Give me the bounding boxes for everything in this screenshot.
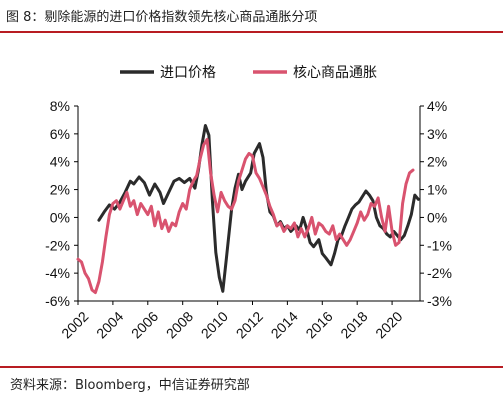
line-chart: 进口价格 核心商品通胀 -6% -4% -2% 0% 2% 4% 6% 8% -3% -2% -1% 0… bbox=[45, 64, 452, 342]
left-tick-label: 8% bbox=[50, 98, 70, 114]
right-tick-label: 2% bbox=[427, 154, 447, 170]
x-tick-label: 2010 bbox=[198, 308, 231, 341]
left-tick-label: 6% bbox=[50, 126, 70, 142]
chart-lines bbox=[76, 124, 420, 295]
left-tick-label: 0% bbox=[50, 209, 70, 225]
legend-core-goods: 核心商品通胀 bbox=[253, 64, 377, 80]
right-tick-label: -1% bbox=[427, 237, 452, 253]
left-tick-label: -6% bbox=[45, 293, 70, 309]
figure-title: 图 8：剔除能源的进口价格指数领先核心商品通胀分项 bbox=[6, 10, 318, 25]
x-tick-label: 2020 bbox=[372, 308, 405, 341]
right-tick-label: 1% bbox=[427, 182, 447, 198]
x-tick-label: 2006 bbox=[128, 308, 161, 341]
source-note: 资料来源：Bloomberg，中信证券研究部 bbox=[10, 378, 250, 393]
top-rule bbox=[0, 31, 503, 33]
right-tick-label: -3% bbox=[427, 293, 452, 309]
right-tick-label: -2% bbox=[427, 265, 452, 281]
left-tick-label: 4% bbox=[50, 154, 70, 170]
x-tick-label: 2018 bbox=[337, 308, 370, 341]
x-tick-label: 2012 bbox=[233, 308, 266, 341]
x-tick-label: 2008 bbox=[163, 308, 196, 341]
legend-label: 核心商品通胀 bbox=[293, 64, 377, 80]
legend-import-price: 进口价格 bbox=[120, 64, 216, 80]
right-tick-label: 4% bbox=[427, 98, 447, 114]
right-tick-label: 3% bbox=[427, 126, 447, 142]
right-tick-label: 0% bbox=[427, 209, 447, 225]
x-tick-label: 2016 bbox=[302, 308, 335, 341]
x-tick-label: 2002 bbox=[58, 308, 91, 341]
series-line-core-goods bbox=[76, 137, 415, 295]
bottom-rule bbox=[0, 366, 503, 368]
chart-legend: 进口价格 核心商品通胀 bbox=[120, 64, 377, 80]
left-tick-label: 2% bbox=[50, 182, 70, 198]
chart-axes: -6% -4% -2% 0% 2% 4% 6% 8% -3% -2% -1% 0% 1% 2% 3% 4% 20… bbox=[45, 98, 452, 342]
x-tick-label: 2014 bbox=[268, 308, 301, 341]
x-tick-label: 2004 bbox=[93, 308, 126, 341]
left-tick-label: -4% bbox=[45, 265, 70, 281]
left-tick-label: -2% bbox=[45, 237, 70, 253]
legend-label: 进口价格 bbox=[160, 64, 216, 80]
